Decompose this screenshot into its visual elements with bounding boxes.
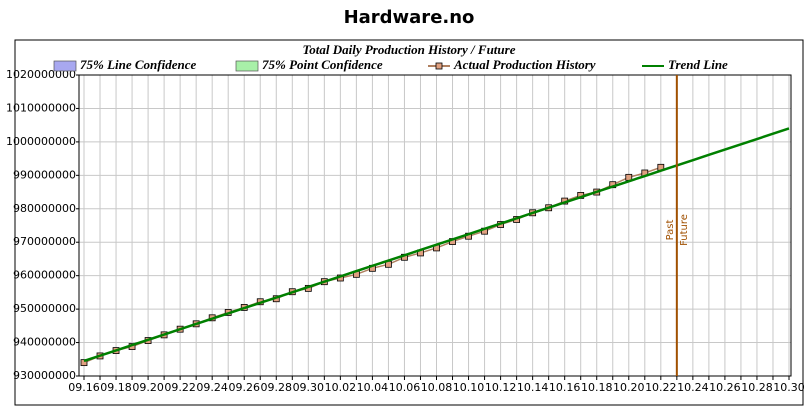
legend-label: Trend Line (668, 57, 728, 72)
series-line (83, 127, 790, 363)
x-tick-label: 09.22 (164, 381, 196, 394)
legend-marker (435, 62, 443, 70)
plot-border (78, 74, 792, 377)
divider-label: Future (679, 214, 690, 246)
x-tick-label: 10.28 (741, 381, 773, 394)
x-tick-label: 09.26 (228, 381, 260, 394)
x-tick-label: 10.08 (421, 381, 453, 394)
chart-subtitle: Total Daily Production History / Future (303, 42, 516, 57)
legend-label: 75% Line Confidence (80, 57, 196, 72)
x-tick-label: 10.14 (517, 381, 549, 394)
legend-label: Actual Production History (453, 57, 596, 72)
y-tick-label: 1000000000 (6, 135, 76, 148)
legend-swatch (235, 60, 259, 72)
y-tick-label: 990000000 (13, 168, 76, 181)
legend-label: 75% Point Confidence (262, 57, 383, 72)
data-marker (80, 359, 88, 367)
y-tick-label: 950000000 (13, 302, 76, 315)
legend-swatch (53, 60, 77, 72)
x-tick-label: 10.02 (325, 381, 357, 394)
x-tick-label: 10.06 (389, 381, 421, 394)
x-tick-label: 10.30 (773, 381, 805, 394)
chart-title: Hardware.no (344, 7, 475, 28)
y-tick-label: 1010000000 (6, 101, 76, 114)
x-tick-label: 09.20 (132, 381, 164, 394)
x-tick-label: 10.18 (581, 381, 613, 394)
x-tick-label: 10.22 (645, 381, 677, 394)
x-tick-label: 10.26 (709, 381, 741, 394)
y-tick-label: 960000000 (13, 269, 76, 282)
x-tick-label: 09.16 (68, 381, 100, 394)
x-tick-label: 10.04 (357, 381, 389, 394)
x-tick-label: 09.30 (293, 381, 325, 394)
x-tick-label: 10.24 (677, 381, 709, 394)
x-tick-label: 09.24 (196, 381, 228, 394)
x-tick-label: 10.20 (613, 381, 645, 394)
y-tick-label: 940000000 (13, 336, 76, 349)
x-tick-label: 10.10 (453, 381, 485, 394)
x-tick-label: 09.28 (261, 381, 293, 394)
x-tick-label: 09.18 (100, 381, 132, 394)
divider-label: Past (665, 220, 676, 241)
y-tick-label: 970000000 (13, 235, 76, 248)
x-tick-label: 10.16 (549, 381, 581, 394)
y-tick-label: 980000000 (13, 202, 76, 215)
x-tick-label: 10.12 (485, 381, 517, 394)
y-tick-label: 930000000 (13, 369, 76, 382)
